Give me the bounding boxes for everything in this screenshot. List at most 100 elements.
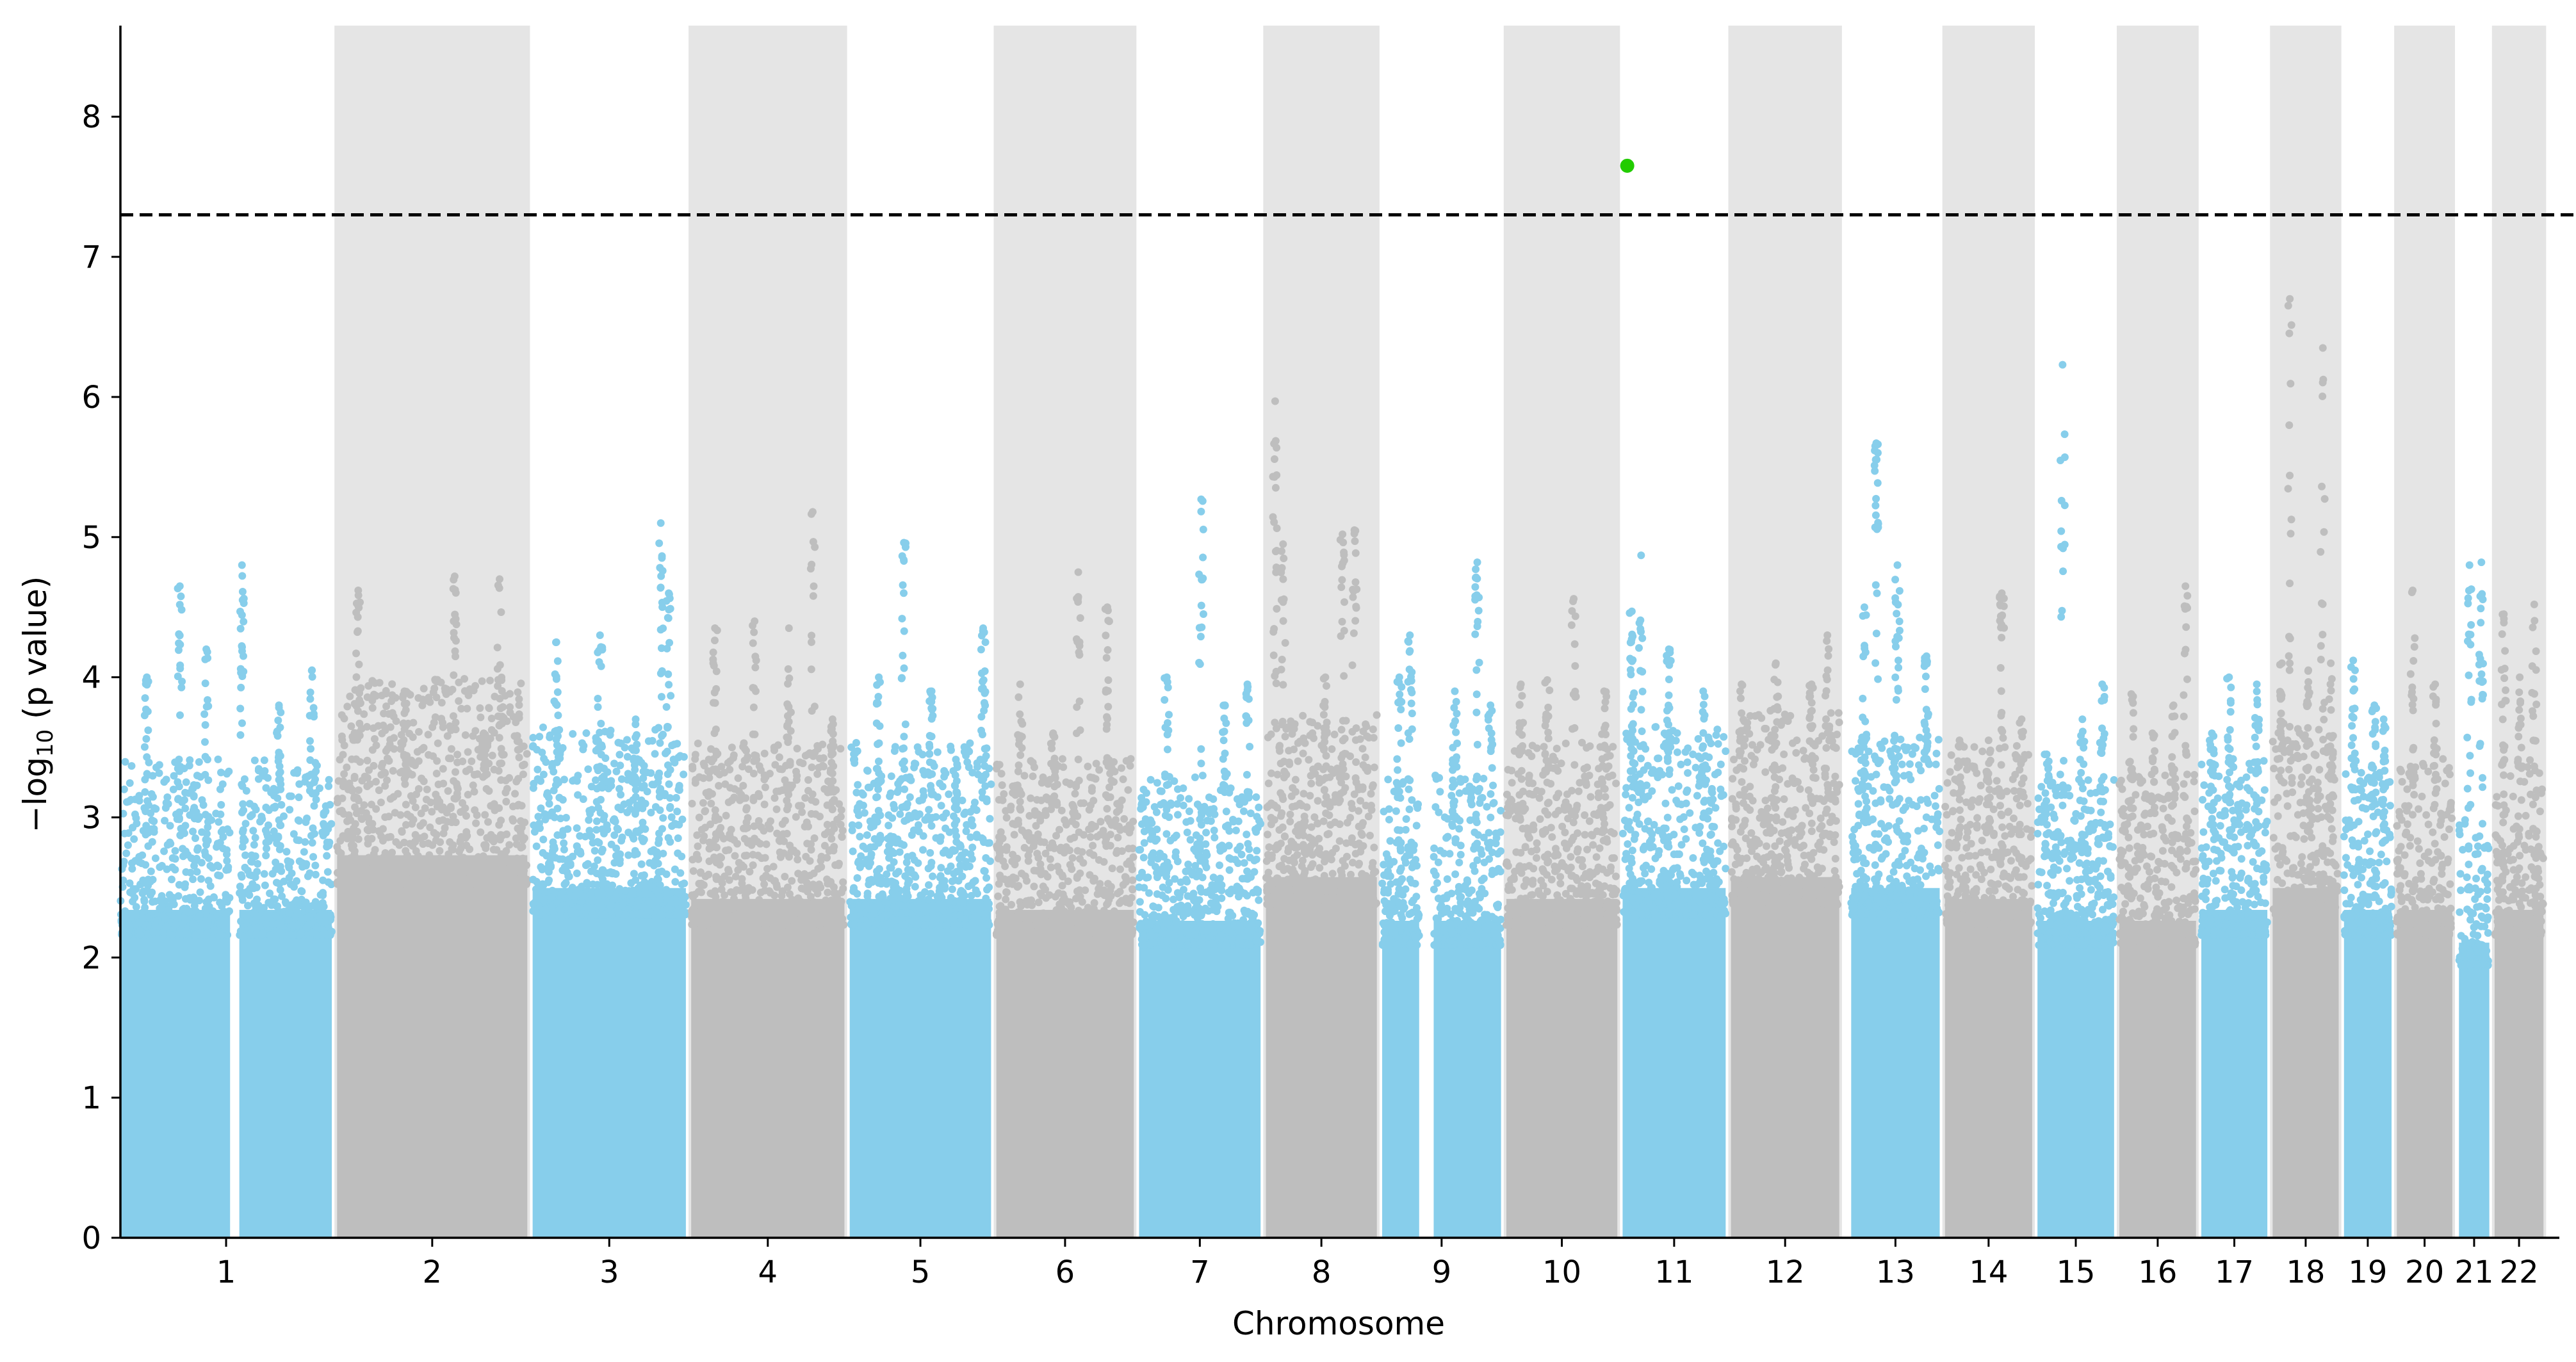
snp-point — [694, 842, 702, 850]
snp-point — [451, 876, 459, 884]
snp-point — [1106, 831, 1114, 839]
snp-point — [1129, 918, 1137, 927]
snp-point — [1118, 847, 1126, 855]
snp-point — [168, 930, 176, 939]
snp-point — [501, 788, 510, 797]
snp-point — [993, 927, 1002, 936]
snp-point — [761, 783, 769, 791]
snp-point — [139, 876, 147, 884]
snp-point — [1002, 895, 1010, 904]
snp-point — [475, 861, 484, 869]
snp-point — [993, 844, 1001, 852]
snp-point — [186, 868, 195, 877]
snp-point — [191, 906, 199, 914]
snp-point — [385, 813, 393, 821]
snp-point — [523, 750, 531, 758]
snp-point — [175, 880, 183, 889]
snp-point — [637, 909, 645, 918]
snp-point — [295, 857, 304, 866]
snp-point — [364, 827, 373, 835]
snp-point — [295, 793, 303, 802]
snp-point — [485, 704, 493, 712]
snp-point — [1090, 899, 1098, 907]
snp-point — [382, 690, 390, 698]
snp-point — [411, 831, 420, 839]
snp-point — [810, 869, 818, 877]
snp-point — [997, 828, 1005, 836]
snp-point — [367, 800, 375, 809]
snp-point — [956, 896, 964, 905]
snp-point — [903, 853, 911, 861]
snp-point — [671, 820, 679, 828]
snp-point — [886, 789, 895, 797]
snp-point — [717, 854, 726, 862]
snp-point — [749, 861, 757, 870]
snp-point — [1059, 873, 1067, 881]
snp-point — [425, 750, 433, 759]
snp-point — [322, 930, 330, 939]
snp-point — [982, 921, 990, 929]
snp-point — [1107, 776, 1116, 784]
snp-point — [806, 920, 815, 928]
snp-point — [209, 907, 217, 915]
points-area-chr-8 — [1266, 877, 1377, 1238]
snp-point — [295, 930, 304, 939]
snp-point — [263, 845, 271, 853]
snp-point — [781, 873, 789, 881]
snp-point — [1152, 808, 1161, 816]
snp-point — [854, 804, 862, 812]
snp-point — [174, 892, 183, 900]
snp-point — [807, 840, 815, 848]
snp-point — [344, 785, 352, 793]
snp-point — [1052, 927, 1061, 935]
snp-point — [506, 690, 514, 698]
snp-point — [665, 911, 673, 919]
snp-point — [149, 875, 157, 884]
snp-point — [261, 881, 269, 889]
snp-point — [1128, 885, 1136, 893]
snp-point — [1285, 898, 1293, 906]
snp-point — [1111, 767, 1119, 775]
snp-point — [241, 851, 250, 859]
snp-point — [125, 920, 133, 928]
snp-point — [323, 868, 332, 876]
snp-point — [514, 688, 522, 697]
snp-point — [1286, 810, 1294, 818]
snp-point — [1217, 931, 1225, 939]
snp-point — [673, 740, 681, 748]
snp-point — [353, 793, 361, 802]
snp-point — [1153, 779, 1161, 787]
snp-point — [567, 891, 575, 900]
snp-point — [450, 794, 459, 802]
snp-point — [995, 912, 1004, 921]
snp-point — [217, 800, 225, 809]
snp-point — [263, 829, 271, 838]
snp-point — [773, 829, 781, 838]
snp-point — [936, 779, 944, 788]
snp-point — [817, 884, 825, 892]
snp-point — [1125, 829, 1134, 837]
snp-point — [422, 795, 430, 804]
snp-point — [1136, 873, 1144, 882]
snp-point — [801, 822, 809, 831]
snp-point — [1183, 877, 1191, 886]
snp-point — [1253, 847, 1261, 855]
snp-point — [1205, 925, 1214, 933]
snp-point — [1284, 875, 1292, 884]
snp-point — [1066, 835, 1075, 843]
points-area-chr-1 — [120, 909, 231, 1238]
snp-point — [305, 905, 313, 913]
snp-point — [1264, 868, 1273, 877]
snp-point — [997, 874, 1005, 882]
snp-point — [250, 841, 258, 849]
snp-point — [557, 907, 565, 915]
snp-point — [218, 902, 226, 911]
snp-point — [1039, 773, 1047, 781]
snp-point — [459, 799, 467, 807]
snp-point — [170, 772, 178, 780]
snp-point — [494, 766, 503, 775]
snp-point — [343, 817, 352, 825]
snp-point — [1118, 796, 1126, 804]
snp-point — [174, 795, 183, 803]
snp-point — [742, 747, 751, 755]
